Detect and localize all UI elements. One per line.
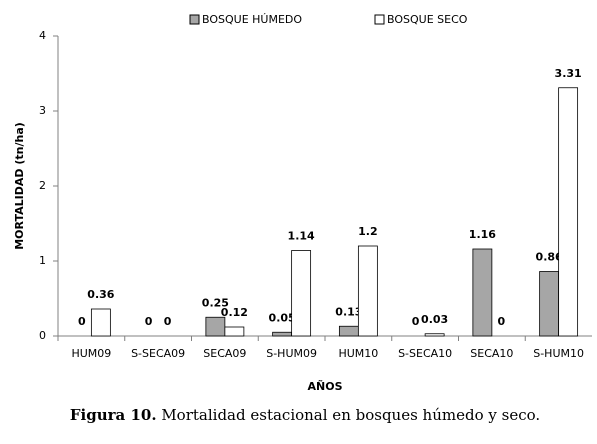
y-axis-label: MORTALIDAD (tn/ha) xyxy=(13,122,26,250)
bar xyxy=(472,248,493,337)
y-tick-label: 4 xyxy=(39,29,46,42)
value-label: 3.31 xyxy=(555,67,582,80)
x-tick-label: SECA09 xyxy=(203,347,246,360)
bar xyxy=(424,333,445,337)
legend-swatch xyxy=(374,14,385,25)
caption: Figura 10. Mortalidad estacional en bosq… xyxy=(70,406,540,424)
value-label: 0.05 xyxy=(269,311,296,324)
value-label: 0 xyxy=(78,315,86,328)
bar xyxy=(90,308,111,337)
value-label: 1.14 xyxy=(288,230,315,243)
x-tick-label: S-HUM09 xyxy=(266,347,317,360)
x-tick-label: HUM09 xyxy=(71,347,111,360)
caption-label: Figura 10. xyxy=(70,406,157,424)
value-label: 0.13 xyxy=(335,305,362,318)
legend-label: BOSQUE HÚMEDO xyxy=(202,13,302,26)
value-label: 0.25 xyxy=(202,296,229,309)
bar xyxy=(272,331,293,337)
value-label: 0.86 xyxy=(536,251,563,264)
value-label: 0.12 xyxy=(221,306,248,319)
legend-label: BOSQUE SECO xyxy=(387,13,468,26)
bar xyxy=(338,325,359,337)
legend-swatch xyxy=(189,14,200,25)
bar xyxy=(539,271,560,337)
bar xyxy=(558,87,579,337)
x-tick-label: S-SECA10 xyxy=(398,347,452,360)
y-tick-label: 2 xyxy=(39,179,46,192)
value-label: 0 xyxy=(145,315,153,328)
y-tick-label: 3 xyxy=(39,104,46,117)
x-tick-label: SECA10 xyxy=(470,347,513,360)
value-label: 0.03 xyxy=(421,313,448,326)
x-tick-label: HUM10 xyxy=(338,347,378,360)
bar xyxy=(357,245,378,337)
caption-text: Mortalidad estacional en bosques húmedo … xyxy=(161,406,540,424)
value-label: 0 xyxy=(164,315,172,328)
x-tick-label: S-SECA09 xyxy=(131,347,185,360)
value-label: 0.36 xyxy=(87,288,114,301)
x-axis-label: AÑOS xyxy=(308,380,343,393)
value-label: 0 xyxy=(412,315,420,328)
bar xyxy=(224,326,245,337)
bar xyxy=(291,250,312,337)
bar xyxy=(205,316,226,337)
value-label: 1.16 xyxy=(469,228,496,241)
y-tick-label: 0 xyxy=(39,329,46,342)
y-tick-label: 1 xyxy=(39,254,46,267)
x-tick-label: S-HUM10 xyxy=(533,347,584,360)
value-label: 0 xyxy=(498,315,506,328)
value-label: 1.2 xyxy=(358,225,378,238)
